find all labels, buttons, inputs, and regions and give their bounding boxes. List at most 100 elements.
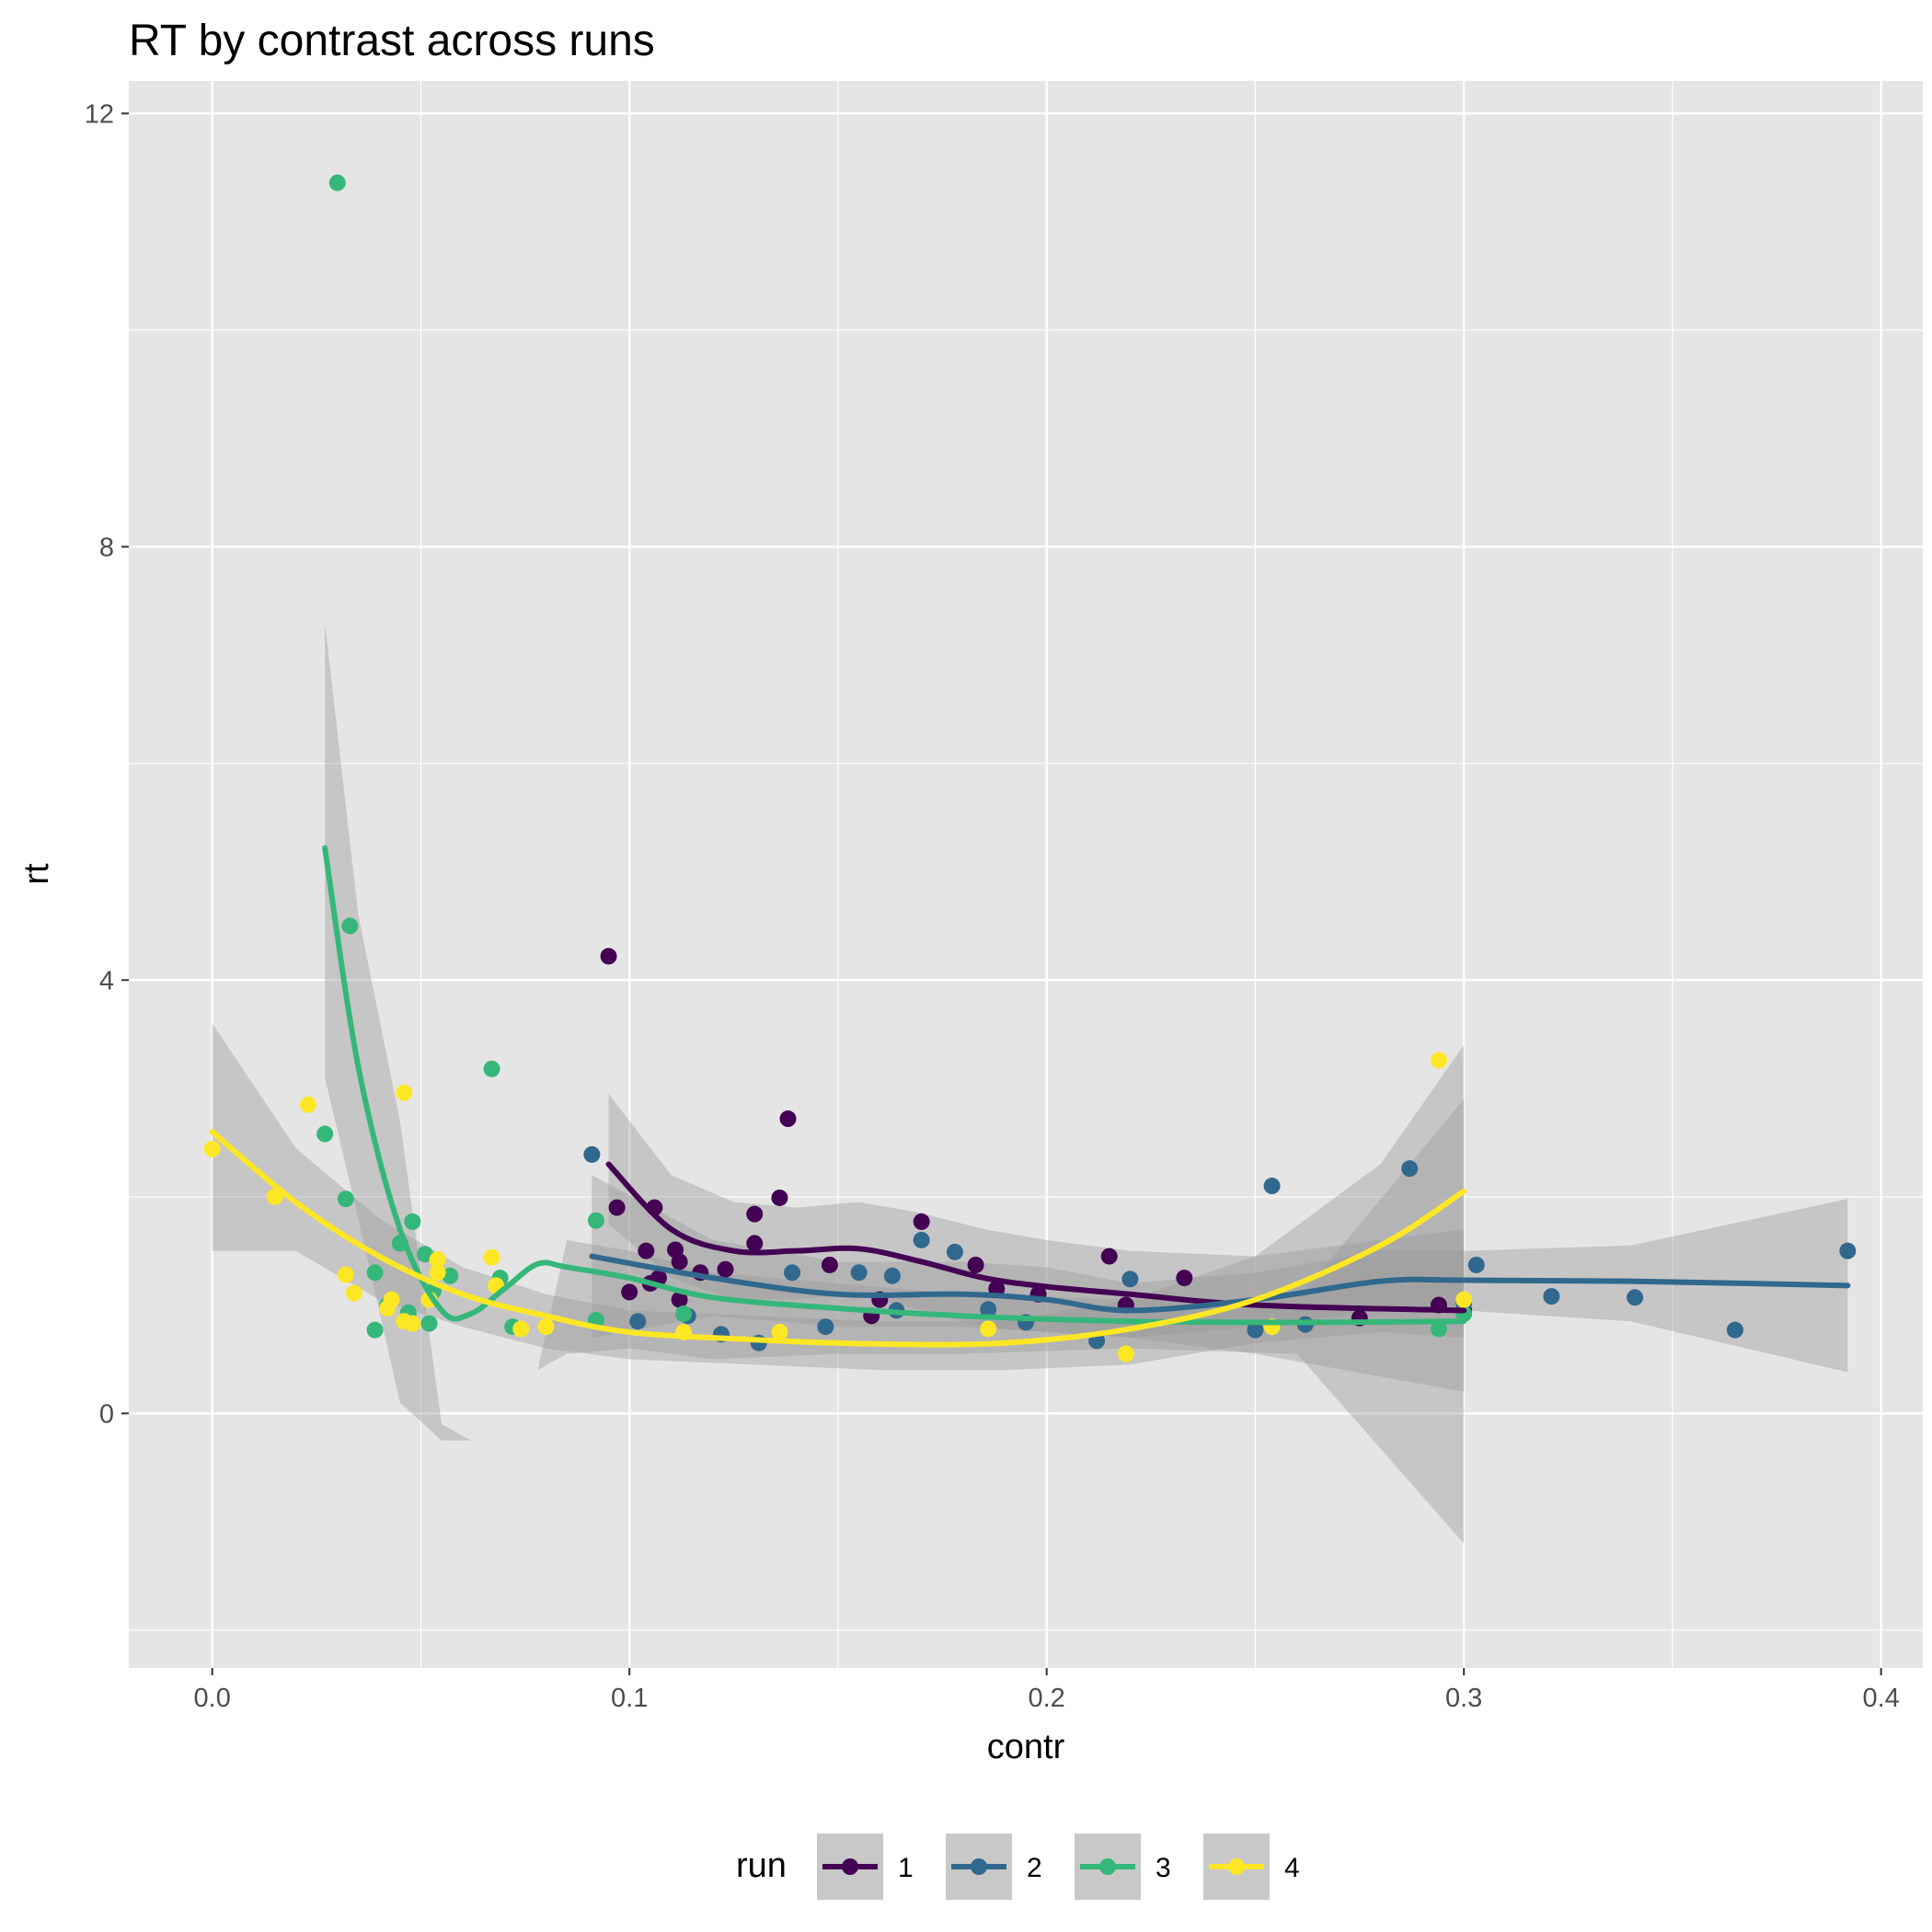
legend-item-run-1: 1 [817,1834,914,1900]
point-run-4 [404,1315,421,1332]
axis-ticks [121,112,1882,1675]
point-run-2 [1121,1271,1139,1288]
point-run-1 [1176,1270,1193,1287]
grid-major [129,81,1923,1668]
point-run-4 [345,1284,362,1302]
y-axis-title: rt [17,863,56,885]
point-run-3 [416,1246,433,1263]
legend-label-run-4: 4 [1284,1853,1300,1883]
point-run-4 [203,1140,221,1157]
point-run-2 [583,1145,601,1163]
point-run-3 [328,174,346,191]
smooth-line-run-4 [209,1129,1467,1348]
point-run-2 [629,1313,647,1330]
point-run-1 [600,948,617,965]
point-run-4 [980,1320,997,1338]
smooth-lines [209,845,1851,1348]
legend-key-point-run-1 [842,1858,858,1875]
point-run-1 [717,1260,734,1278]
confidence-band-run-2 [592,1175,1848,1373]
legend-item-run-2: 2 [946,1834,1042,1900]
point-run-2 [1467,1256,1485,1273]
confidence-band-run-1 [608,1093,1465,1392]
legend-key-point-run-3 [1099,1858,1116,1875]
point-run-3 [442,1267,459,1284]
y-tick-label: 8 [99,533,114,562]
point-run-1 [671,1253,688,1271]
point-run-3 [483,1060,500,1077]
point-run-2 [1401,1160,1419,1178]
point-run-4 [429,1264,446,1282]
chart-title: RT by contrast across runs [129,17,655,65]
point-run-4 [483,1248,500,1266]
point-run-3 [337,1190,354,1208]
legend-item-run-3: 3 [1075,1834,1171,1900]
legend-key-point-run-4 [1228,1858,1245,1875]
point-run-1 [746,1205,764,1223]
smooth-line-run-3 [322,845,1467,1326]
point-run-1 [608,1199,626,1216]
y-tick-label: 4 [99,966,114,995]
legend-label-run-1: 1 [898,1853,914,1883]
point-run-3 [420,1315,438,1332]
point-run-1 [671,1291,688,1308]
point-run-1 [746,1235,764,1252]
point-run-1 [638,1242,655,1259]
y-tick-label: 12 [85,99,114,129]
point-run-3 [341,917,359,935]
point-run-2 [817,1318,834,1336]
point-run-4 [537,1318,555,1336]
legend-title: run [736,1846,787,1885]
legend-label-run-3: 3 [1156,1853,1171,1883]
x-axis-title: contr [987,1728,1065,1766]
x-tick-label: 0.1 [611,1684,648,1713]
data-points [203,174,1857,1363]
point-run-1 [967,1256,984,1273]
confidence-bands [212,622,1848,1544]
legend-key-point-run-2 [971,1858,987,1875]
point-run-2 [1627,1289,1644,1306]
point-run-4 [1430,1052,1447,1069]
point-run-3 [675,1305,693,1322]
x-tick-labels: 0.0 0.1 0.2 0.3 0.4 [194,1684,1900,1713]
point-run-4 [1455,1291,1473,1308]
point-run-2 [850,1264,868,1282]
point-run-2 [1543,1288,1560,1305]
point-run-3 [366,1321,384,1339]
point-run-4 [337,1266,354,1283]
point-run-2 [980,1301,997,1318]
point-run-1 [621,1283,638,1301]
point-run-2 [1247,1321,1264,1339]
point-run-4 [379,1300,397,1317]
point-run-4 [771,1323,788,1340]
x-tick-label: 0.4 [1862,1684,1899,1713]
smooth-line-run-2 [589,1253,1851,1314]
point-run-3 [587,1212,604,1229]
point-run-2 [1726,1321,1743,1339]
point-run-4 [396,1084,413,1101]
plot-panel [129,81,1923,1668]
point-run-4 [512,1320,530,1338]
point-run-1 [913,1213,930,1230]
point-run-2 [883,1267,901,1284]
point-run-1 [1100,1248,1118,1265]
point-run-3 [316,1125,334,1143]
point-run-2 [913,1231,930,1248]
x-tick-label: 0.0 [194,1684,231,1713]
point-run-2 [1263,1178,1281,1195]
point-run-2 [784,1264,801,1282]
y-tick-labels: 0 4 8 12 [85,99,114,1429]
y-tick-label: 0 [99,1399,114,1429]
point-run-1 [771,1189,788,1206]
legend-item-run-4: 4 [1203,1834,1300,1900]
point-run-2 [1839,1242,1857,1259]
point-run-1 [779,1110,797,1128]
legend: run 1 2 3 4 [736,1834,1300,1900]
confidence-band-run-3 [325,622,1465,1544]
legend-label-run-2: 2 [1027,1853,1042,1883]
point-run-3 [1430,1320,1447,1338]
point-run-3 [404,1213,421,1230]
x-tick-label: 0.3 [1445,1684,1482,1713]
point-run-2 [946,1243,963,1260]
